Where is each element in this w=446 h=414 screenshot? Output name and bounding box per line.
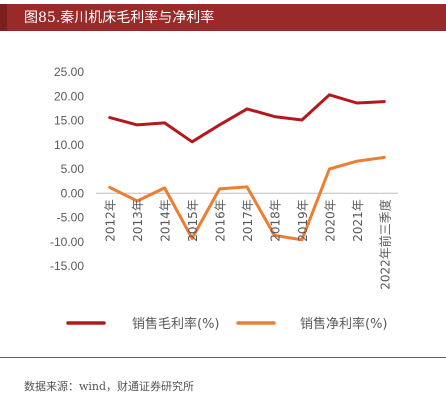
series-line-2 xyxy=(108,155,386,242)
title-band xyxy=(0,4,446,31)
series-line-1 xyxy=(108,93,386,144)
y-tick-label: 5.00 xyxy=(61,162,85,176)
line-chart: 25.00 20.00 15.00 10.00 5.00 0.00 -5.00 -10.00 -… xyxy=(50,65,398,332)
x-tick-label: 2013年 xyxy=(131,199,145,242)
y-tick-label: 20.00 xyxy=(54,89,84,103)
y-tick-label: 10.00 xyxy=(54,138,84,152)
x-tick-label: 2015年 xyxy=(186,199,200,242)
legend-label-2: 销售净利率(%) xyxy=(300,316,388,332)
y-tick-label: -5.00 xyxy=(57,211,85,225)
x-tick-label: 2021年 xyxy=(351,199,365,242)
y-axis-ticks: 25.00 20.00 15.00 10.00 5.00 0.00 -5.00 -10.00 -… xyxy=(50,65,84,273)
x-tick-label: 2017年 xyxy=(241,199,255,242)
title-accent-bar xyxy=(0,4,7,31)
footer-divider xyxy=(0,357,446,358)
legend-label-1: 销售毛利率(%) xyxy=(132,316,220,332)
x-tick-label: 2020年 xyxy=(323,199,337,242)
x-tick-label: 2018年 xyxy=(268,199,282,242)
y-tick-label: 25.00 xyxy=(54,65,84,79)
source-note: 数据来源：wind，财通证券研究所 xyxy=(24,380,195,393)
y-tick-label: -15.00 xyxy=(50,259,84,273)
x-axis-ticks: 2012年 2013年 2014年 2015年 2016年 2017年 2018年 2019年… xyxy=(104,199,393,290)
x-tick-label: 2016年 xyxy=(214,199,228,242)
x-tick-label: 2014年 xyxy=(159,199,173,242)
x-tick-label: 2012年 xyxy=(104,199,118,242)
x-tick-label: 2022年前三季度 xyxy=(377,199,392,290)
y-tick-label: 0.00 xyxy=(61,186,85,200)
x-tick-label: 2019年 xyxy=(296,199,310,242)
y-tick-label: 15.00 xyxy=(54,114,84,128)
y-tick-label: -10.00 xyxy=(50,235,84,249)
legend: 销售毛利率(%) 销售净利率(%) xyxy=(66,316,388,332)
figure-title: 图85.秦川机床毛利率与净利率 xyxy=(24,10,215,26)
series-lines xyxy=(108,93,386,242)
